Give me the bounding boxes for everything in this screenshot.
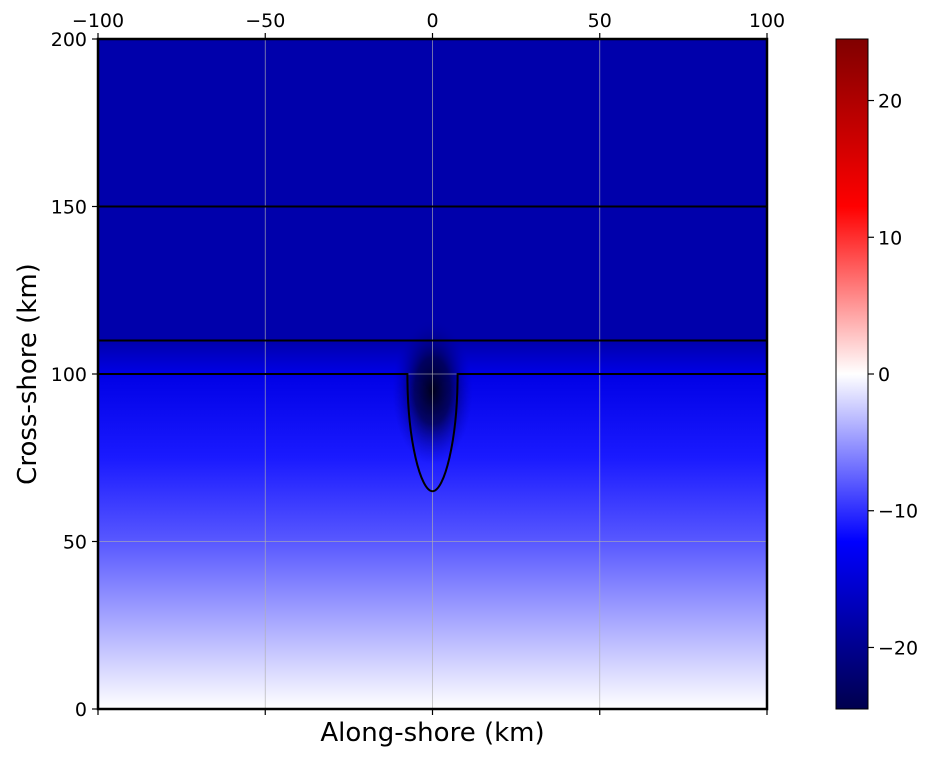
x-tick-label: 100 <box>749 10 785 32</box>
y-axis: 0 50 100 150 200 <box>51 29 98 721</box>
colorbar-scale <box>835 38 869 710</box>
colorbar-tick-label: −10 <box>878 501 918 523</box>
x-tick-label: −100 <box>72 10 124 32</box>
x-tick-label: 0 <box>426 10 438 32</box>
y-axis-label: Cross-shore (km) <box>13 263 43 485</box>
contour-lines <box>98 205 767 493</box>
colorbar-tick-label: 10 <box>878 227 902 249</box>
contour-line <box>98 373 767 493</box>
colorbar-tick-label: 20 <box>878 91 902 113</box>
y-tick-label: 100 <box>51 364 87 386</box>
plot-area <box>96 37 769 711</box>
x-axis-label: Along-shore (km) <box>320 718 544 748</box>
colorbar: −20 −10 0 10 20 <box>835 38 918 710</box>
x-tick-label: 50 <box>588 10 612 32</box>
x-tick-label: −50 <box>245 10 285 32</box>
colorbar-tick-label: 0 <box>878 364 890 386</box>
colorbar-tick-label: −20 <box>878 637 918 659</box>
y-tick-label: 200 <box>51 29 87 51</box>
y-tick-label: 50 <box>63 532 87 554</box>
colorbar-ticks: −20 −10 0 10 20 <box>868 91 918 659</box>
x-axis: −100 −50 0 50 100 <box>72 10 785 715</box>
y-tick-label: 150 <box>51 197 87 219</box>
y-tick-label: 0 <box>75 699 87 721</box>
